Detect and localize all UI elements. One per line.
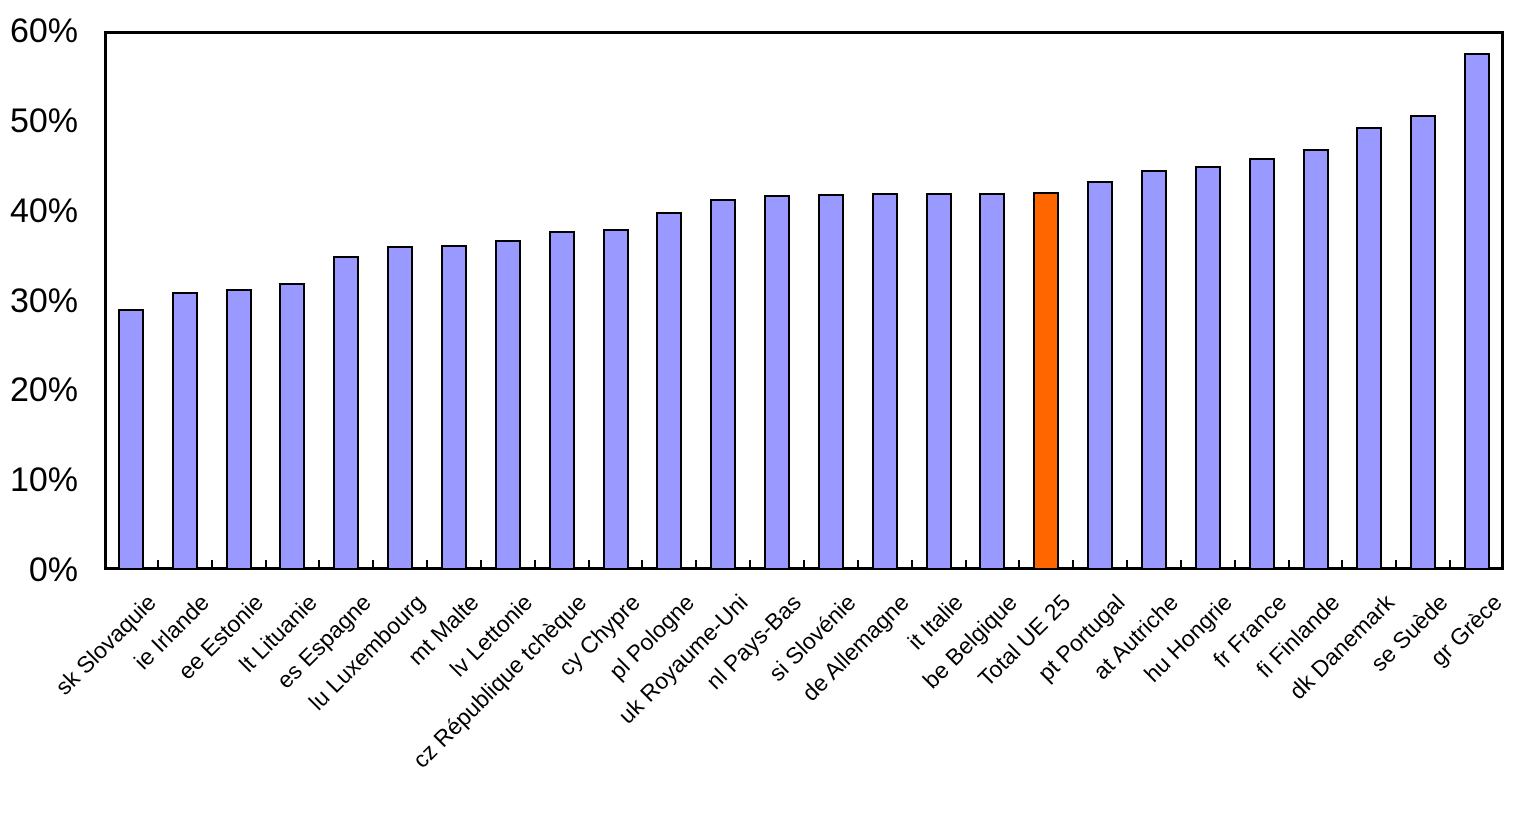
x-axis-tick	[372, 560, 375, 570]
bar-it-italie	[925, 192, 952, 570]
bar-fr-france	[1248, 157, 1275, 570]
x-axis-tick	[695, 560, 698, 570]
bar-sk-slovaquie	[117, 309, 144, 570]
x-axis-tick	[641, 560, 644, 570]
y-axis-label-40: 40%	[9, 191, 78, 230]
bar-lv-lettonie	[494, 240, 521, 570]
x-axis-tick	[479, 560, 482, 570]
x-axis-tick	[964, 560, 967, 570]
bar-ee-estonie	[225, 288, 252, 570]
bar-cz-r-publique-tch-que	[548, 231, 575, 570]
bar-de-allemagne	[871, 192, 898, 570]
x-axis-tick	[156, 560, 159, 570]
bar-dk-danemark	[1356, 127, 1383, 570]
x-axis-tick	[749, 560, 752, 570]
y-axis-label-0: 0%	[28, 551, 78, 589]
bar-lt-lituanie	[279, 282, 306, 570]
x-axis-tick	[1072, 560, 1075, 570]
bar-at-autriche	[1141, 170, 1167, 570]
bar-total-ue-25	[1033, 191, 1060, 570]
x-axis-tick	[803, 560, 805, 570]
y-axis-label-30: 30%	[9, 281, 78, 320]
bar-hu-hongrie	[1194, 165, 1221, 570]
x-axis-tick	[1126, 560, 1129, 570]
x-axis-tick	[533, 560, 536, 570]
x-axis-tick	[210, 560, 213, 570]
y-axis-label-10: 10%	[9, 461, 78, 500]
bar-pt-portugal	[1087, 181, 1114, 570]
bar-ie-irlande	[171, 291, 198, 570]
x-axis-tick	[318, 560, 321, 570]
x-axis-tick	[1179, 560, 1182, 570]
x-axis-tick	[1341, 560, 1344, 570]
x-axis-tick	[587, 560, 590, 570]
y-axis-label-20: 20%	[9, 371, 78, 410]
y-axis-label-60: 60%	[9, 12, 78, 50]
bar-pl-pologne	[656, 211, 683, 570]
bar-uk-royaume-uni	[710, 198, 737, 570]
x-axis-tick	[1287, 560, 1290, 570]
bar-be-belgique	[979, 192, 1006, 570]
bar-cy-chypre	[602, 228, 629, 570]
x-axis-tick	[1449, 560, 1452, 570]
bar-nl-pays-bas	[764, 195, 791, 570]
x-axis-tick	[1233, 560, 1236, 570]
bar-fi-finlande	[1302, 148, 1329, 570]
bar-lu-luxembourg	[387, 245, 414, 570]
y-axis-label-50: 50%	[9, 101, 78, 140]
x-axis-tick	[264, 560, 267, 570]
bar-si-slov-nie	[817, 193, 844, 570]
bar-se-su-de	[1410, 114, 1437, 570]
x-axis-tick	[1395, 560, 1398, 570]
x-axis-tick	[426, 560, 429, 570]
bar-mt-malte	[441, 244, 467, 570]
bar-gr-gr-ce	[1464, 52, 1491, 570]
x-axis-tick	[910, 560, 913, 570]
x-axis-tick	[856, 560, 859, 570]
plot-area	[104, 31, 1504, 570]
x-axis-tick	[1018, 560, 1021, 570]
bar-es-espagne	[333, 255, 360, 570]
